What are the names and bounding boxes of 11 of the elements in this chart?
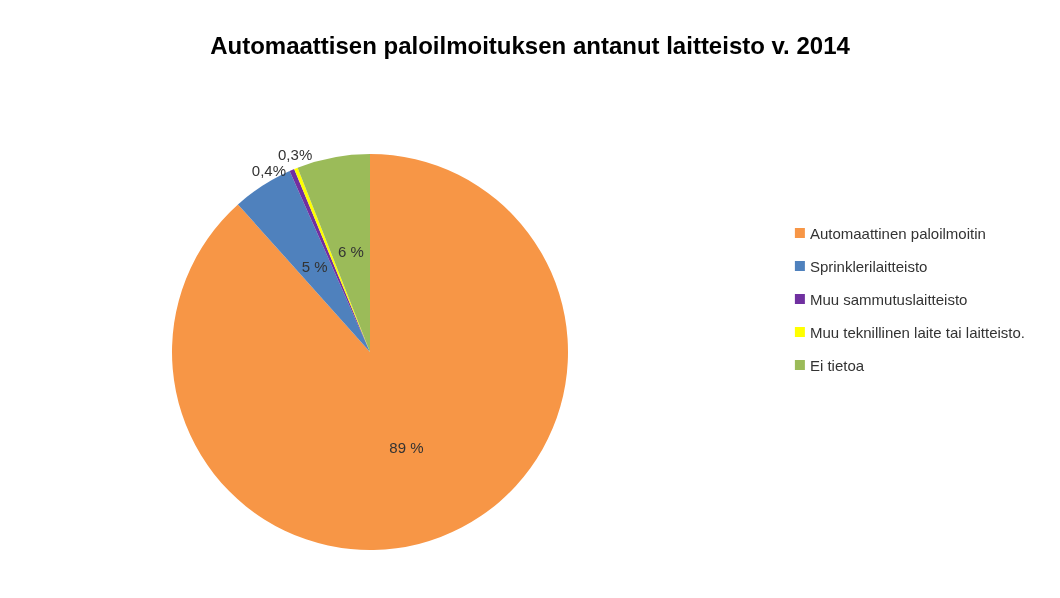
legend-label: Muu sammutuslaitteisto [809,290,968,308]
chart-title: Automaattisen paloilmoituksen antanut laitteisto v. 2014 [210,31,851,59]
data-label: 0,4% [251,161,286,179]
data-label: 5 % [301,257,328,275]
legend-label: Sprinklerilaitteisto [809,257,928,275]
data-label: 0,3% [278,146,313,164]
data-label: 6 % [338,243,364,261]
legend-label: Muu teknillinen laite tai laitteisto. [809,323,1026,341]
legend-label: Automaattinen paloilmoitin [809,224,986,242]
data-label: 89 % [389,438,424,456]
legend-label: Ei tietoa [809,356,865,374]
